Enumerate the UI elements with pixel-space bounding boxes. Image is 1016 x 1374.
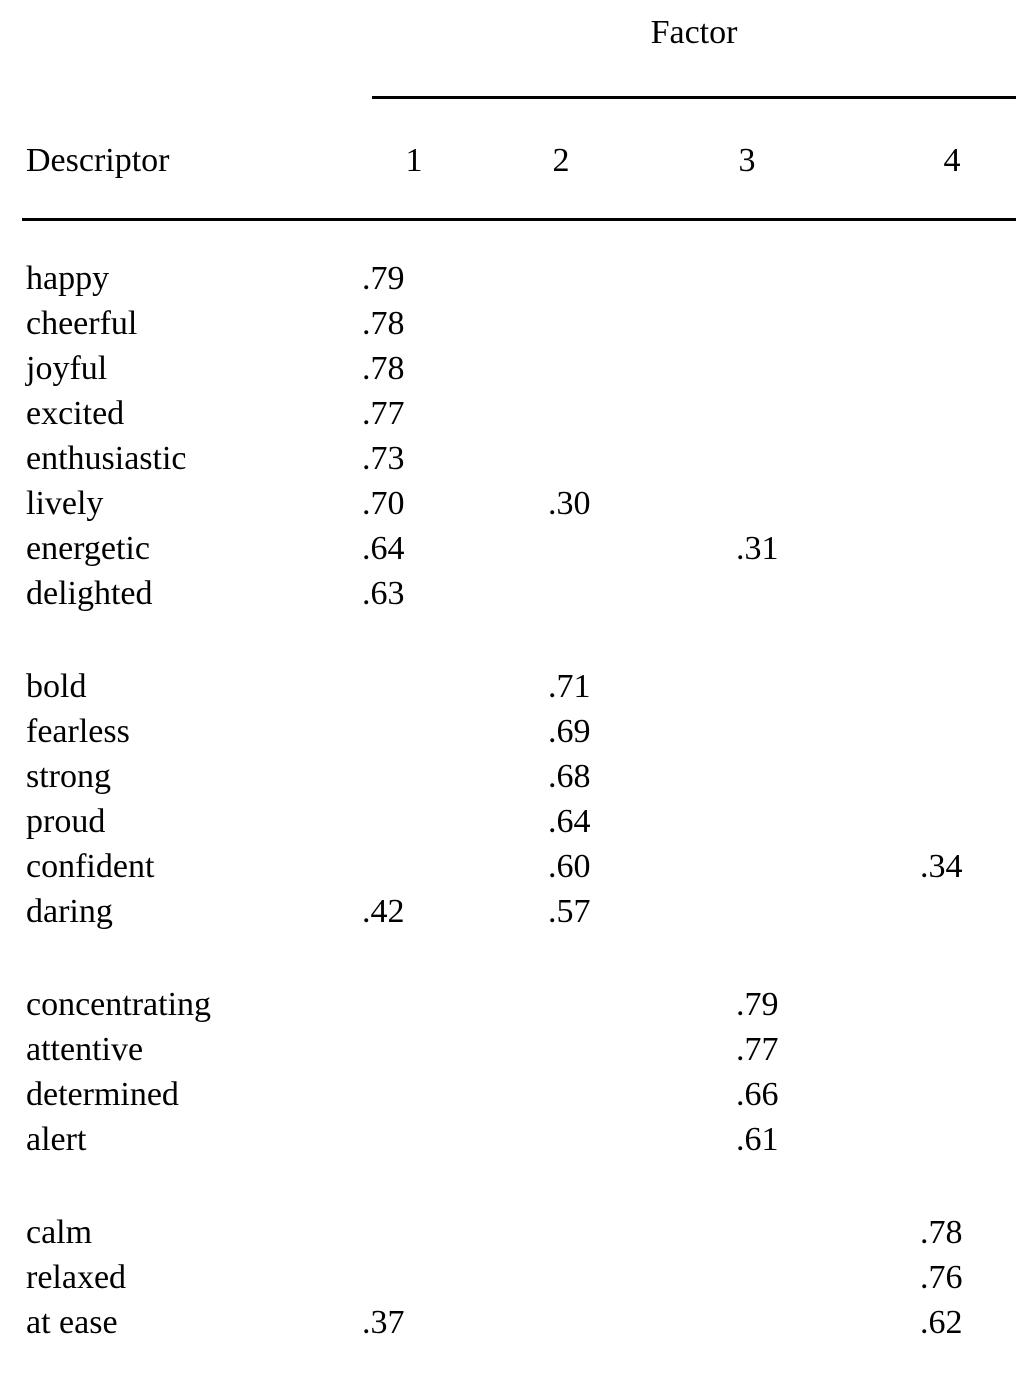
table-row: lively .70 .30 xyxy=(0,481,1016,526)
header-rule xyxy=(22,218,1016,221)
table-row: fearless .69 xyxy=(0,709,1016,754)
descriptor-cell: delighted xyxy=(26,575,153,612)
loading-cell-factor-1: .37 xyxy=(362,1304,405,1341)
descriptor-cell: at ease xyxy=(26,1304,118,1341)
descriptor-cell: energetic xyxy=(26,530,150,567)
loading-cell-factor-2: .57 xyxy=(548,893,591,930)
descriptor-cell: determined xyxy=(26,1076,179,1113)
loading-cell-factor-3: .61 xyxy=(736,1121,779,1158)
table-row: proud .64 xyxy=(0,799,1016,844)
factor-column-header-3: 3 xyxy=(738,142,756,179)
loading-cell-factor-2: .69 xyxy=(548,713,591,750)
loading-cell-factor-3: .66 xyxy=(736,1076,779,1113)
loading-cell-factor-3: .31 xyxy=(736,530,779,567)
table-row: energetic .64 .31 xyxy=(0,526,1016,571)
loading-cell-factor-2: .64 xyxy=(548,803,591,840)
table-row: daring .42 .57 xyxy=(0,889,1016,934)
descriptor-cell: relaxed xyxy=(26,1259,127,1296)
loading-cell-factor-4: .34 xyxy=(920,848,963,885)
loading-cell-factor-2: .71 xyxy=(548,668,591,705)
descriptor-column-header: Descriptor xyxy=(26,142,170,179)
descriptor-cell: calm xyxy=(26,1214,93,1251)
table-row: delighted .63 xyxy=(0,571,1016,616)
table-row: joyful .78 xyxy=(0,346,1016,391)
table-row: cheerful .78 xyxy=(0,301,1016,346)
descriptor-cell: cheerful xyxy=(26,305,138,342)
loading-cell-factor-2: .68 xyxy=(548,758,591,795)
loading-cell-factor-1: .64 xyxy=(362,530,405,567)
descriptor-cell: enthusiastic xyxy=(26,440,187,477)
table-row: at ease .37 .62 xyxy=(0,1300,1016,1345)
loading-cell-factor-4: .76 xyxy=(920,1259,963,1296)
table-row: relaxed .76 xyxy=(0,1255,1016,1300)
factor-column-header-1: 1 xyxy=(405,142,423,179)
loading-cell-factor-1: .42 xyxy=(362,893,405,930)
loading-cell-factor-1: .77 xyxy=(362,395,405,432)
row-group: bold .71 fearless .69 strong .68 proud .64 confi… xyxy=(0,664,1016,934)
descriptor-cell: concentrating xyxy=(26,986,212,1023)
column-header-row: Descriptor 1 2 3 4 xyxy=(0,138,1016,184)
row-group: calm .78 relaxed .76 at ease .37 .62 xyxy=(0,1210,1016,1345)
loading-cell-factor-4: .62 xyxy=(920,1304,963,1341)
descriptor-cell: confident xyxy=(26,848,155,885)
row-group: concentrating .79 attentive .77 determined .6… xyxy=(0,982,1016,1162)
factor-column-header-2: 2 xyxy=(552,142,570,179)
table-row: excited .77 xyxy=(0,391,1016,436)
row-group: happy .79 cheerful .78 joyful .78 excited .77 en… xyxy=(0,256,1016,616)
factor-span-rule xyxy=(372,96,1016,99)
factor-column-header-4: 4 xyxy=(943,142,961,179)
descriptor-cell: alert xyxy=(26,1121,87,1158)
table-body: happy .79 cheerful .78 joyful .78 excited .77 en… xyxy=(0,256,1016,1374)
loading-cell-factor-1: .73 xyxy=(362,440,405,477)
loading-cell-factor-1: .79 xyxy=(362,260,405,297)
loading-cell-factor-2: .60 xyxy=(548,848,591,885)
descriptor-cell: lively xyxy=(26,485,104,522)
descriptor-cell: attentive xyxy=(26,1031,144,1068)
table-row: strong .68 xyxy=(0,754,1016,799)
loading-cell-factor-1: .63 xyxy=(362,575,405,612)
table-row: enthusiastic .73 xyxy=(0,436,1016,481)
loading-cell-factor-1: .78 xyxy=(362,305,405,342)
descriptor-cell: joyful xyxy=(26,350,108,387)
table-row: alert .61 xyxy=(0,1117,1016,1162)
loading-cell-factor-3: .77 xyxy=(736,1031,779,1068)
table-row: determined .66 xyxy=(0,1072,1016,1117)
descriptor-cell: happy xyxy=(26,260,110,297)
table-row: happy .79 xyxy=(0,256,1016,301)
loading-cell-factor-1: .70 xyxy=(362,485,405,522)
table-row: calm .78 xyxy=(0,1210,1016,1255)
table-row: confident .60 .34 xyxy=(0,844,1016,889)
loading-cell-factor-1: .78 xyxy=(362,350,405,387)
descriptor-cell: daring xyxy=(26,893,113,930)
descriptor-cell: bold xyxy=(26,668,87,705)
descriptor-cell: proud xyxy=(26,803,106,840)
descriptor-cell: fearless xyxy=(26,713,130,750)
loading-cell-factor-4: .78 xyxy=(920,1214,963,1251)
loading-cell-factor-3: .79 xyxy=(736,986,779,1023)
loading-cell-factor-2: .30 xyxy=(548,485,591,522)
table-row: concentrating .79 xyxy=(0,982,1016,1027)
factor-group-header: Factor xyxy=(650,14,738,51)
table-row: attentive .77 xyxy=(0,1027,1016,1072)
descriptor-cell: excited xyxy=(26,395,125,432)
table-row: bold .71 xyxy=(0,664,1016,709)
descriptor-cell: strong xyxy=(26,758,111,795)
